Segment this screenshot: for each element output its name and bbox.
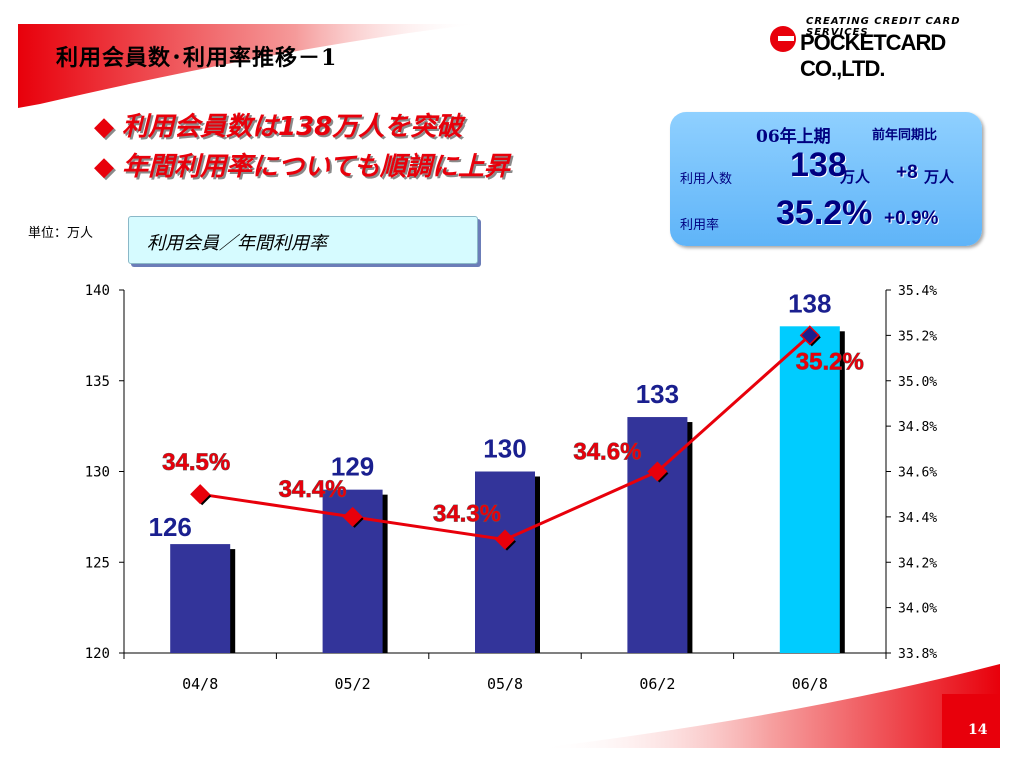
summary-rate-label: 利用率 — [680, 218, 720, 233]
bar — [779, 326, 840, 653]
bar-value-label: 129 — [331, 452, 374, 482]
legend-label: 利用会員／年間利用率 — [147, 233, 327, 254]
y-tick-label: 130 — [85, 465, 110, 481]
headline-2-text: 年間利用率についても順調に上昇 — [122, 152, 510, 182]
rate-marker — [494, 529, 516, 550]
rate-value-label: 35.2% — [796, 348, 864, 375]
y2-tick-label: 34.0% — [898, 602, 937, 617]
headline-2: ◆ 年間利用率についても順調に上昇 — [94, 146, 510, 183]
chart: 120 125 130 135 140 33.8% 34.0% 34.2% 34.4% 34.6%… — [85, 283, 938, 693]
y2-tick-label: 34.4% — [898, 511, 937, 526]
y-tick-label: 140 — [85, 283, 110, 299]
rate-marker — [647, 461, 668, 482]
summary-compare-label: 前年同期比 — [872, 128, 938, 143]
summary-users-label: 利用人数 — [680, 172, 733, 187]
rate-value-label: 34.5% — [162, 449, 230, 476]
y2-tick-label: 34.8% — [898, 420, 937, 435]
logo-tagline: CREATING CREDIT CARD SERVICES — [806, 16, 961, 38]
rate-value-label: 34.4% — [279, 476, 347, 503]
x-tick-label: 05/8 — [487, 675, 523, 693]
rate-value-label: 34.6% — [573, 439, 641, 466]
bar — [170, 544, 231, 653]
diamond-bullet-icon: ◆ — [94, 152, 114, 182]
bar-value-label: 133 — [636, 379, 679, 409]
bar — [475, 471, 535, 653]
y-tick-label: 120 — [85, 646, 110, 662]
bar — [627, 417, 688, 653]
headline-1: ◆ 利用会員数は138万人を突破 — [94, 106, 462, 143]
x-tick-label: 06/8 — [792, 675, 828, 693]
logo-name: POCKETCARD CO.,LTD. — [800, 30, 946, 81]
rate-marker — [342, 506, 363, 527]
summary-period: 06年上期 — [756, 127, 831, 147]
summary-users-value: 138 — [790, 146, 847, 184]
y2-tick-label: 35.4% — [898, 284, 937, 299]
page-title: 利用会員数･利用率推移－1 — [56, 45, 338, 71]
unit-label: 単位：万人 — [28, 226, 94, 241]
summary-users-unit: 万人 — [840, 168, 871, 186]
bar-value-label: 130 — [483, 434, 526, 464]
summary-users-change-unit: 万人 — [924, 168, 955, 186]
bar-value-label: 126 — [149, 512, 192, 542]
rate-value-label: 34.3% — [433, 501, 501, 528]
bar-value-label: 138 — [788, 288, 831, 318]
rate-marker — [799, 325, 820, 346]
headline-1-text: 利用会員数は138万人を突破 — [122, 112, 463, 142]
x-tick-label: 05/2 — [335, 675, 371, 693]
summary-rate-change: +0.9% — [884, 208, 939, 229]
legend-box: 利用会員／年間利用率 — [128, 216, 478, 264]
y2-tick-label: 34.6% — [898, 466, 937, 481]
summary-box: 06年上期 前年同期比 利用人数 138 万人 +8 万人 利用率 35.2% … — [670, 112, 982, 246]
rate-marker — [190, 484, 211, 505]
y-tick-label: 125 — [85, 555, 110, 571]
y2-tick-label: 35.0% — [898, 375, 937, 390]
summary-rate-value: 35.2% — [776, 194, 873, 232]
y2-tick-label: 33.8% — [898, 647, 937, 662]
y-tick-label: 135 — [85, 374, 110, 390]
page-number: 14 — [968, 722, 988, 738]
x-tick-label: 06/2 — [639, 675, 675, 693]
y2-tick-label: 34.2% — [898, 556, 937, 571]
x-tick-label: 04/8 — [182, 675, 218, 693]
diamond-bullet-icon: ◆ — [94, 112, 114, 142]
y2-tick-label: 35.2% — [898, 329, 937, 344]
summary-users-change: +8 — [896, 162, 918, 183]
title-swoosh — [18, 24, 480, 108]
logo-mark-icon — [770, 26, 796, 52]
